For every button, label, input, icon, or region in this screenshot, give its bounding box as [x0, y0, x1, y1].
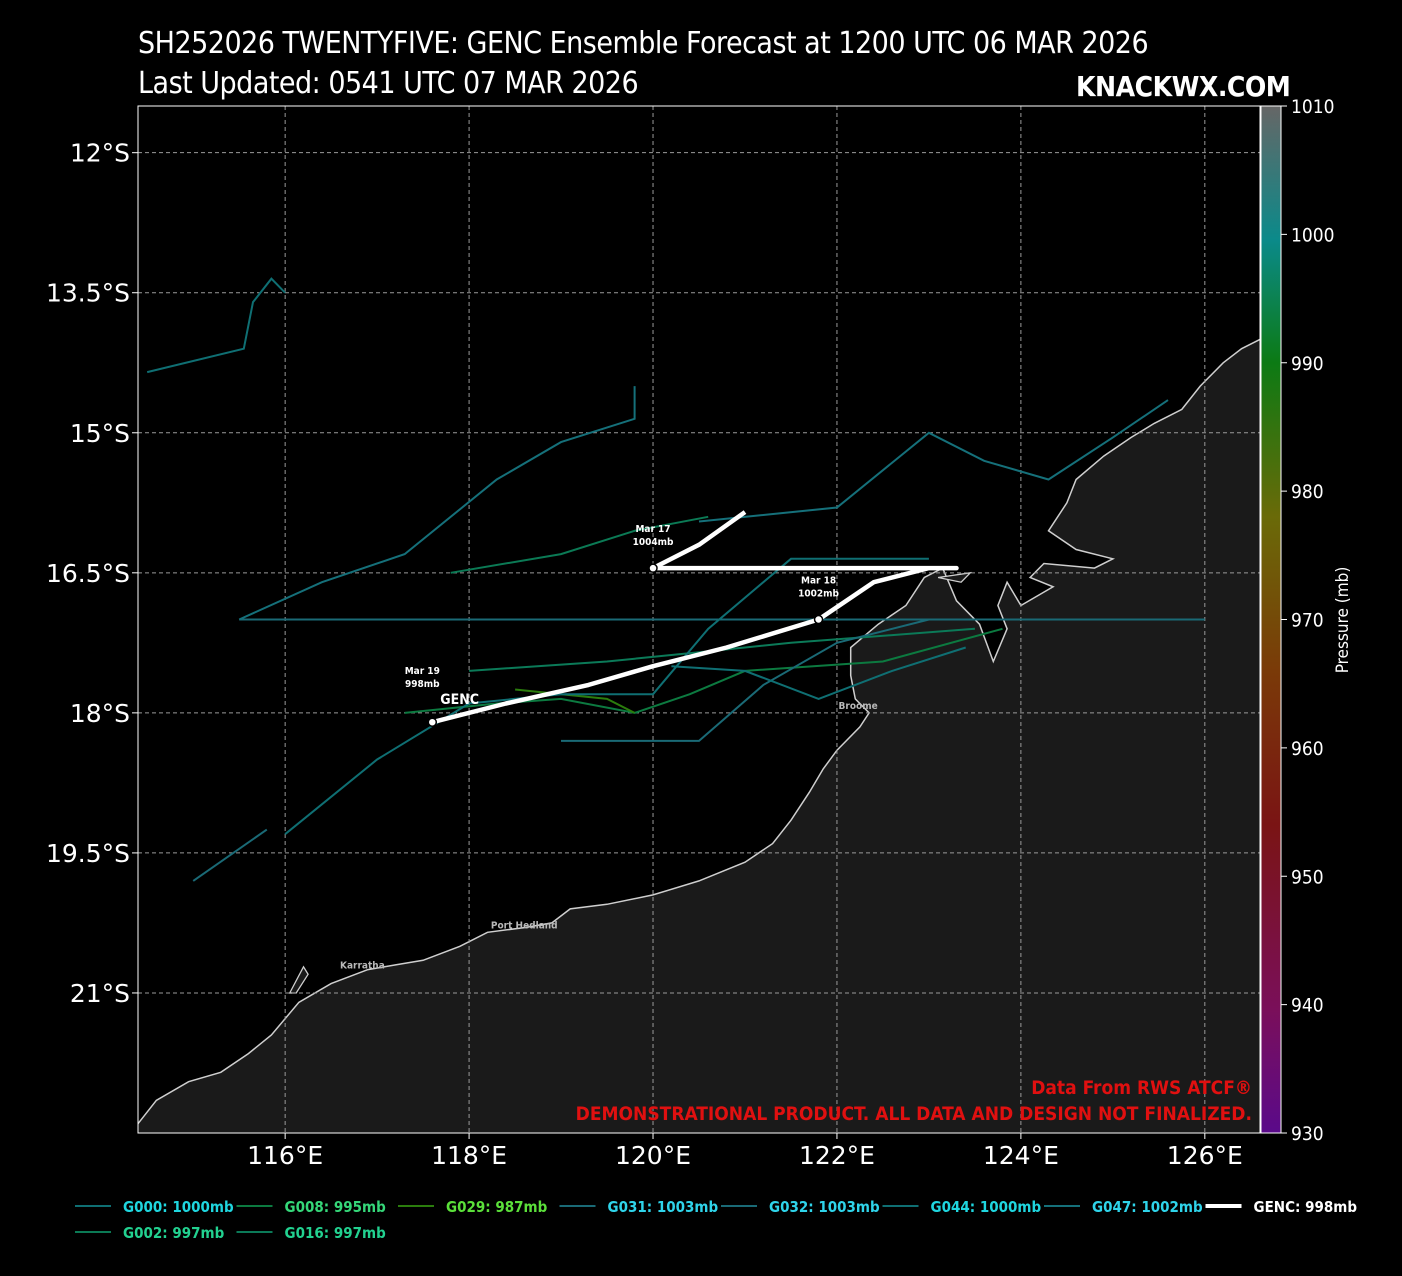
place-label: Karratha: [340, 961, 385, 972]
legend-item-g047: G047: 1002mb: [1044, 1198, 1203, 1216]
lat-tick-label: 21°S: [70, 979, 130, 1008]
genc-marker: [648, 563, 658, 573]
marker-pressure: 1002mb: [798, 589, 839, 600]
plot-frame: [137, 105, 1261, 1134]
colorbar-label: Pressure (mb): [1333, 567, 1353, 674]
lon-tick-label: 124°E: [983, 1141, 1059, 1170]
colorbar-tick-label: 930: [1291, 1123, 1324, 1145]
legend-item-g031: G031: 1003mb: [559, 1198, 719, 1216]
pressure-colorbar: 930 940 950 960 970 980 990 1000 1010: [1260, 96, 1335, 1145]
lon-tick-label: 126°E: [1167, 1141, 1243, 1170]
lon-tick-label: 116°E: [247, 1141, 323, 1170]
legend-label: G008: 995mb: [285, 1198, 387, 1216]
lon-tick-label: 118°E: [431, 1141, 507, 1170]
colorbar-tick-label: 970: [1291, 610, 1324, 632]
track-g044-segment: [671, 646, 967, 700]
last-updated: Last Updated: 0541 UTC 07 MAR 2026: [138, 66, 639, 101]
legend-label: G000: 1000mb: [123, 1198, 234, 1216]
legend-item-g000: G000: 1000mb: [75, 1198, 234, 1216]
marker-pressure: 998mb: [405, 679, 440, 690]
track-g002: [450, 515, 709, 574]
legend-item-g002: G002: 997mb: [75, 1224, 225, 1242]
marker-date: Mar 17: [635, 524, 670, 535]
australia-land: [138, 338, 1260, 1133]
lat-tick-label: 19.5°S: [46, 839, 130, 868]
chart-title: SH252026 TWENTYFIVE: GENC Ensemble Forec…: [138, 26, 1149, 61]
legend-label: G016: 997mb: [285, 1224, 387, 1242]
legend-item-g008: G008: 995mb: [236, 1198, 387, 1216]
legend-item-g016: G016: 997mb: [236, 1224, 387, 1242]
colorbar-tick-label: 1010: [1291, 96, 1335, 118]
disclaimer-note: DEMONSTRATIONAL PRODUCT. ALL DATA AND DE…: [576, 1103, 1252, 1125]
colorbar-tick-label: 1000: [1291, 224, 1335, 246]
marker-date: Mar 19: [405, 666, 440, 677]
legend-item-g032: G032: 1003mb: [721, 1198, 880, 1216]
legend-label: G032: 1003mb: [769, 1198, 880, 1216]
legend-item-g029: G029: 987mb: [398, 1198, 548, 1216]
legend-item-genc: GENC: 998mb: [1205, 1198, 1358, 1216]
lat-tick-label: 16.5°S: [46, 559, 130, 588]
data-source-note: Data From RWS ATCF®: [1031, 1077, 1252, 1099]
colorbar-tick-label: 960: [1291, 738, 1324, 760]
place-label: Port Hedland: [491, 921, 558, 932]
legend-label: G031: 1003mb: [608, 1198, 719, 1216]
track-g032: [192, 828, 268, 882]
track-g044: [284, 557, 929, 835]
colorbar-tick-label: 950: [1291, 866, 1324, 888]
legend: G000: 1000mb G008: 995mb G029: 987mb G031: …: [75, 1198, 1357, 1242]
marker-date: Mar 18: [801, 576, 836, 587]
colorbar-tick-label: 980: [1291, 481, 1324, 503]
genc-track-label: GENC: [440, 692, 479, 708]
genc-marker: [427, 717, 438, 727]
legend-item-g044: G044: 1000mb: [882, 1198, 1042, 1216]
legend-label: G029: 987mb: [446, 1198, 548, 1216]
legend-label: G044: 1000mb: [931, 1198, 1042, 1216]
lat-tick-label: 12°S: [70, 139, 130, 168]
colorbar-tick-label: 940: [1291, 995, 1324, 1017]
legend-label: G047: 1002mb: [1092, 1198, 1203, 1216]
genc-marker: [813, 614, 824, 625]
lon-tick-label: 120°E: [615, 1141, 691, 1170]
track-g032-segment: [561, 618, 930, 742]
track-g047-segment: [698, 399, 1169, 523]
island: [937, 571, 973, 583]
lat-tick-label: 15°S: [70, 419, 130, 448]
marker-pressure: 1004mb: [633, 537, 674, 548]
colorbar-tick-label: 990: [1291, 353, 1324, 375]
track-g047: [238, 386, 636, 621]
lat-tick-label: 18°S: [70, 699, 130, 728]
legend-label: GENC: 998mb: [1254, 1198, 1358, 1216]
lat-tick-label: 13.5°S: [46, 279, 130, 308]
track-g000: [146, 277, 286, 374]
brand-logo: KNACKWX.COM: [1076, 70, 1291, 103]
lon-tick-label: 122°E: [799, 1141, 875, 1170]
legend-label: G002: 997mb: [123, 1224, 225, 1242]
place-label: Broome: [839, 701, 878, 712]
